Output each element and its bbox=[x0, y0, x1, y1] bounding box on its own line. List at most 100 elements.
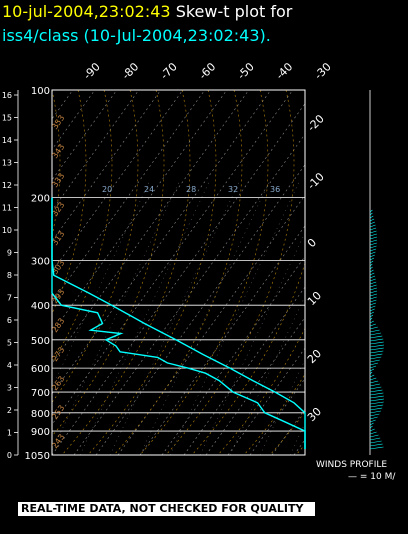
isotherm-line bbox=[316, 90, 408, 455]
wind-barb bbox=[369, 341, 384, 345]
height-tick-label: 16 bbox=[2, 91, 12, 100]
wind-barb bbox=[369, 305, 376, 309]
dry-adiabat-line bbox=[400, 90, 408, 455]
height-tick-label: 9 bbox=[7, 249, 12, 258]
wind-barb bbox=[369, 362, 379, 366]
height-tick-label: 13 bbox=[2, 159, 12, 168]
background-lines bbox=[52, 90, 408, 455]
wind-barb bbox=[369, 275, 376, 279]
mixing-ratio-line bbox=[259, 359, 305, 455]
isotherm-line bbox=[293, 439, 305, 455]
isotherm-line bbox=[52, 103, 305, 455]
isotherm-line bbox=[73, 133, 305, 455]
wind-barb bbox=[369, 335, 383, 339]
title-datetime: 10-jul-2004,23:02:43 bbox=[2, 2, 171, 21]
temp-tick-label-right: 0 bbox=[305, 236, 319, 250]
pressure-tick-label: 400 bbox=[31, 301, 50, 312]
theta-label: 253 bbox=[50, 403, 66, 421]
wind-barb bbox=[369, 359, 380, 363]
wind-barb bbox=[369, 284, 377, 288]
temp-tick-label-right: -20 bbox=[305, 112, 327, 134]
pressure-tick-label: 1050 bbox=[25, 451, 50, 462]
isotherm-line bbox=[117, 194, 305, 455]
theta-label: 273 bbox=[50, 345, 66, 363]
temp-tick-label-top: -60 bbox=[196, 60, 218, 82]
dry-adiabat-line bbox=[165, 90, 295, 455]
mixing-ratio-line bbox=[320, 180, 408, 455]
wind-barb bbox=[369, 290, 378, 294]
isotherm-line bbox=[52, 90, 228, 334]
wind-barb bbox=[369, 326, 378, 330]
height-tick-label: 0 bbox=[7, 451, 12, 460]
wind-barb bbox=[369, 269, 374, 273]
height-tick-label: 7 bbox=[7, 294, 12, 303]
wind-barb bbox=[369, 212, 373, 216]
wind-barb bbox=[369, 233, 377, 237]
wind-barb bbox=[369, 380, 379, 384]
wind-barb bbox=[369, 437, 381, 441]
isotherm-line bbox=[52, 90, 184, 273]
wind-barb bbox=[369, 221, 375, 225]
mixing-ratio-label: 20 bbox=[102, 185, 112, 194]
wind-barb bbox=[369, 398, 385, 402]
temp-tick-label-top: -40 bbox=[273, 60, 295, 82]
pressure-tick-label: 600 bbox=[31, 364, 50, 375]
wind-barb bbox=[369, 248, 377, 252]
height-tick-label: 6 bbox=[7, 316, 12, 325]
wind-barb bbox=[369, 266, 373, 270]
temp-tick-label-top: -70 bbox=[158, 60, 180, 82]
wind-barb bbox=[369, 254, 375, 258]
height-tick-label: 8 bbox=[7, 271, 12, 280]
wind-barb bbox=[369, 239, 378, 243]
wind-barb bbox=[369, 257, 375, 261]
dry-adiabat-line bbox=[52, 90, 165, 437]
wind-barb bbox=[369, 209, 373, 213]
wind-barb bbox=[369, 224, 376, 228]
dry-adiabat-line bbox=[295, 443, 305, 455]
wind-barb bbox=[369, 428, 375, 432]
wind-barb bbox=[369, 329, 380, 333]
dry-adiabat-line bbox=[87, 90, 217, 455]
wind-barb bbox=[369, 251, 376, 255]
wind-barb bbox=[369, 416, 378, 420]
mixing-ratio-line bbox=[52, 179, 181, 452]
wind-barb bbox=[369, 344, 385, 348]
mixing-ratio-line bbox=[169, 179, 301, 455]
wind-barb bbox=[369, 419, 376, 423]
wind-barb bbox=[369, 425, 373, 429]
wind-barb bbox=[369, 260, 374, 264]
dry-adiabat-line bbox=[322, 90, 408, 455]
wind-barb bbox=[369, 395, 384, 399]
wind-barb bbox=[369, 386, 382, 390]
isotherm-line bbox=[205, 316, 305, 455]
isotherm-line bbox=[161, 255, 305, 455]
isotherm-line bbox=[95, 164, 305, 455]
isotherm-line bbox=[52, 90, 272, 395]
wind-barb bbox=[369, 350, 384, 354]
wind-barb bbox=[369, 245, 377, 249]
wind-barb bbox=[369, 401, 384, 405]
isotherm-line bbox=[52, 90, 162, 242]
wind-barb bbox=[369, 440, 382, 444]
wind-barb bbox=[369, 383, 380, 387]
dry-adiabat-line bbox=[52, 90, 113, 364]
isotherm-line bbox=[52, 90, 96, 150]
wind-barb bbox=[369, 272, 375, 276]
wind-barb bbox=[369, 281, 377, 285]
wind-barb bbox=[369, 218, 375, 222]
winds-profile bbox=[369, 90, 385, 455]
height-tick-label: 4 bbox=[7, 361, 12, 370]
dry-adiabat-line bbox=[113, 90, 243, 455]
temp-tick-label-right: 30 bbox=[305, 405, 324, 424]
mixing-ratio-label: 28 bbox=[186, 185, 196, 194]
mixing-ratio-line bbox=[350, 180, 408, 455]
dry-adiabat-line bbox=[217, 327, 305, 455]
dry-adiabat-line bbox=[139, 90, 269, 455]
chart-title: 10-jul-2004,23:02:43 Skew-t plot for bbox=[2, 2, 292, 21]
wind-barb bbox=[369, 320, 374, 324]
wind-barb bbox=[369, 338, 384, 342]
wind-barb bbox=[369, 404, 384, 408]
temp-tick-label-top: -50 bbox=[235, 60, 257, 82]
theta-label: 283 bbox=[50, 316, 66, 334]
